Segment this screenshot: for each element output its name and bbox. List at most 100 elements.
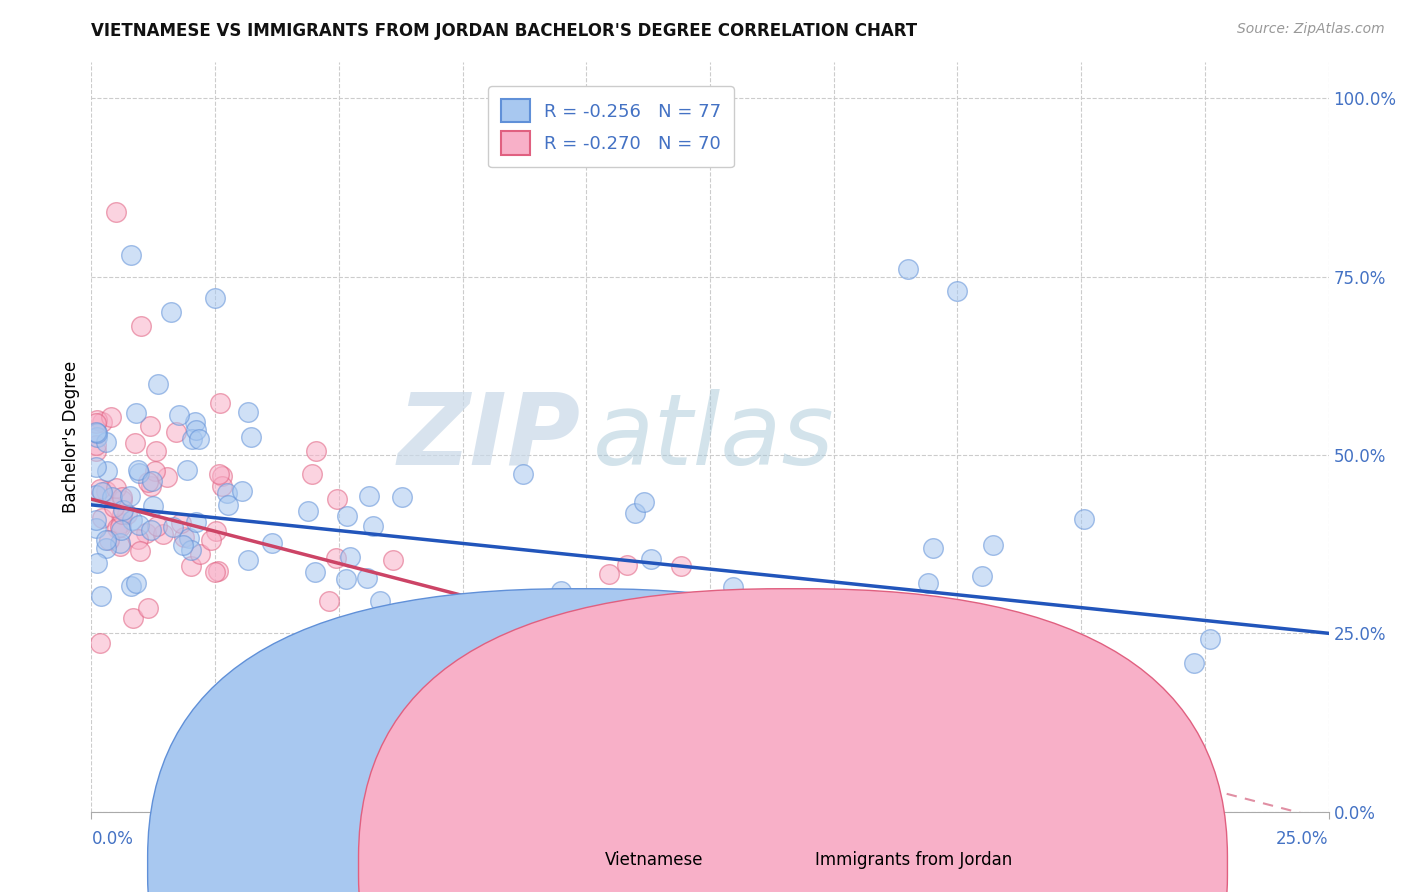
Point — [640, 552, 662, 566]
Point — [914, 716, 936, 731]
Point — [335, 572, 357, 586]
Point — [875, 596, 897, 610]
Point — [121, 513, 143, 527]
Point — [872, 605, 894, 619]
Point — [86, 430, 108, 444]
Point — [339, 549, 361, 564]
Text: Vietnamese: Vietnamese — [605, 851, 703, 869]
Point — [108, 536, 131, 550]
Point — [142, 500, 165, 514]
Point — [110, 516, 132, 530]
Point — [118, 489, 141, 503]
Point — [184, 415, 207, 429]
Point — [301, 467, 323, 481]
Point — [918, 738, 941, 752]
Y-axis label: Bachelor's Degree: Bachelor's Degree — [62, 361, 80, 513]
Point — [325, 491, 347, 506]
Point — [304, 565, 326, 579]
Point — [143, 464, 166, 478]
Point — [318, 594, 340, 608]
Point — [103, 500, 125, 515]
Point — [156, 469, 179, 483]
Point — [129, 319, 152, 334]
Point — [89, 636, 111, 650]
Point — [204, 565, 226, 579]
Point — [550, 584, 572, 599]
Point — [297, 504, 319, 518]
Point — [90, 415, 112, 429]
Point — [325, 551, 347, 566]
Point — [200, 533, 222, 547]
Point — [391, 490, 413, 504]
Point — [128, 518, 150, 533]
Point — [912, 667, 935, 681]
Point — [136, 475, 159, 489]
Point — [512, 467, 534, 481]
Point — [1199, 632, 1222, 646]
Point — [176, 463, 198, 477]
Point — [101, 490, 124, 504]
Point — [94, 434, 117, 449]
Point — [111, 503, 134, 517]
Point — [96, 464, 118, 478]
Point — [86, 521, 108, 535]
Point — [86, 513, 108, 527]
Point — [172, 538, 194, 552]
Point — [124, 576, 146, 591]
Point — [100, 409, 122, 424]
Point — [165, 425, 187, 440]
Point — [136, 600, 159, 615]
Text: 0.0%: 0.0% — [91, 830, 134, 847]
Point — [141, 523, 163, 537]
Point — [211, 479, 233, 493]
Point — [633, 494, 655, 508]
Point — [111, 490, 134, 504]
Point — [105, 205, 128, 219]
Point — [108, 520, 131, 534]
Point — [167, 408, 190, 422]
Point — [173, 530, 195, 544]
Point — [159, 305, 181, 319]
Point — [127, 532, 149, 546]
Point — [122, 611, 145, 625]
Point — [204, 291, 226, 305]
Point — [208, 467, 231, 481]
Point — [361, 519, 384, 533]
Point — [111, 507, 134, 521]
Point — [305, 444, 328, 458]
Point — [970, 569, 993, 583]
Point — [211, 468, 233, 483]
Text: 25.0%: 25.0% — [1277, 830, 1329, 847]
Point — [742, 711, 765, 725]
Point — [240, 430, 263, 444]
Point — [96, 541, 118, 556]
Point — [208, 395, 231, 409]
Point — [343, 619, 366, 633]
Point — [86, 459, 108, 474]
Point — [180, 543, 202, 558]
Point — [1182, 656, 1205, 670]
Point — [162, 520, 184, 534]
Point — [217, 486, 239, 500]
Point — [97, 533, 120, 547]
Text: ZIP: ZIP — [396, 389, 581, 485]
Point — [152, 526, 174, 541]
Point — [105, 521, 128, 535]
Point — [381, 552, 404, 566]
Point — [335, 508, 357, 523]
Point — [616, 558, 638, 572]
Point — [647, 630, 669, 644]
Point — [105, 481, 128, 495]
Point — [145, 444, 167, 458]
Point — [124, 436, 146, 450]
Point — [188, 547, 211, 561]
Point — [111, 493, 134, 508]
Point — [624, 506, 647, 520]
Point — [86, 416, 108, 430]
Point — [217, 498, 239, 512]
Point — [981, 538, 1004, 552]
Point — [110, 523, 132, 537]
Text: Source: ZipAtlas.com: Source: ZipAtlas.com — [1237, 22, 1385, 37]
Point — [946, 284, 969, 298]
Point — [184, 423, 207, 437]
